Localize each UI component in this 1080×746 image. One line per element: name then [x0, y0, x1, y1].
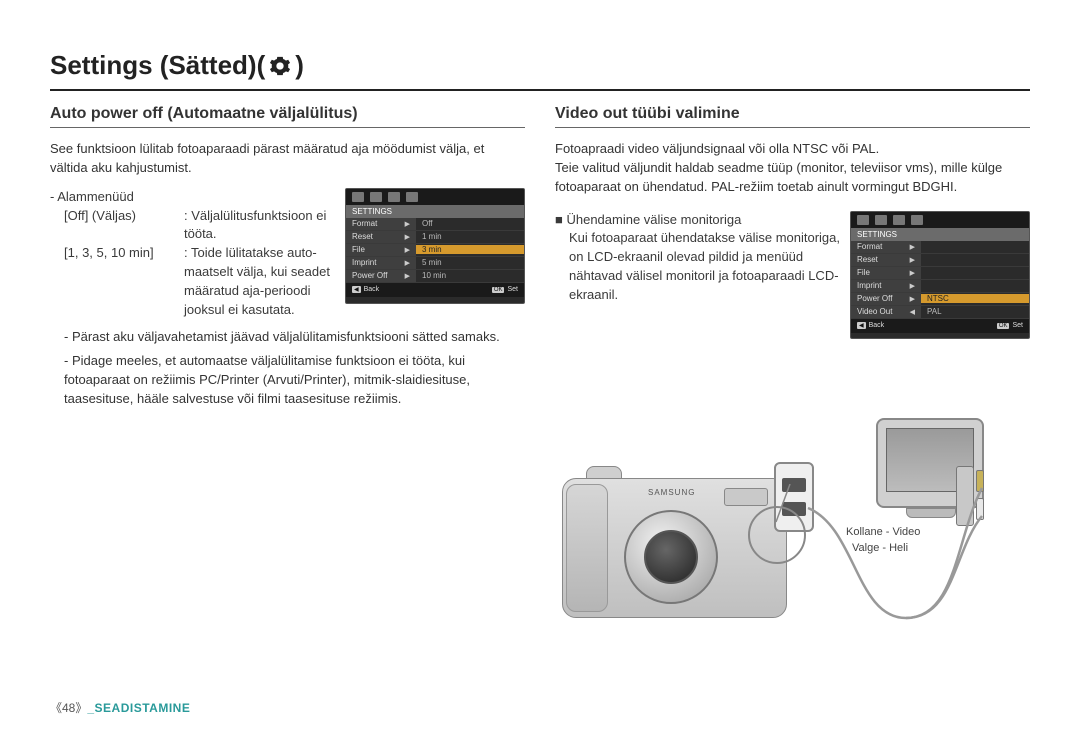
right-intro1: Fotoapraadi video väljundsignaal või oll…: [555, 140, 1030, 159]
menu-header: SETTINGS: [851, 228, 1029, 241]
bullet-body: Kui fotoaparaat ühendatakse välise monit…: [555, 229, 840, 304]
lcd-menu-videoout: SETTINGS Format▶ Reset▶ File▶ Imprint▶ P…: [850, 211, 1030, 339]
lcd-menu-poweroff: SETTINGS Format▶Off Reset▶1 min File▶3 m…: [345, 188, 525, 304]
right-detail-row: ■ Ühendamine välise monitoriga Kui fotoa…: [555, 211, 1030, 339]
connection-diagram: SAMSUNG Kollane - Video Valge - Heli: [556, 418, 1056, 643]
content-columns: Auto power off (Automaatne väljalülitus)…: [50, 105, 1030, 409]
right-bullet: ■ Ühendamine välise monitoriga Kui fotoa…: [555, 211, 840, 339]
right-column: Video out tüübi valimine Fotoapraadi vid…: [555, 105, 1030, 409]
cam-icon: [352, 192, 364, 202]
right-heading: Video out tüübi valimine: [555, 105, 1030, 128]
menu-header: SETTINGS: [346, 205, 524, 218]
footer-section: _SEADISTAMINE: [87, 701, 190, 715]
left-note1: - Pärast aku väljavahetamist jäävad välj…: [50, 328, 525, 347]
callout-line-icon: [764, 484, 824, 524]
right-intro2: Teie valitud väljundit haldab seadme tüü…: [555, 159, 1030, 197]
title-text-a: Settings (Sätted)(: [50, 50, 265, 81]
time-val: : Toide lülitatakse auto-maatselt välja,…: [184, 244, 337, 319]
settings-icon: [406, 192, 418, 202]
annot-white: Valge - Heli: [852, 542, 908, 554]
sound-icon: [370, 192, 382, 202]
page-title: Settings (Sätted)( ): [50, 50, 1030, 91]
submenus-label: - Alammenüüd: [50, 188, 337, 207]
display-icon: [893, 215, 905, 225]
left-detail-row: - Alammenüüd [Off] (Väljas) : Väljalülit…: [50, 188, 525, 320]
square-bullet-icon: ■: [555, 212, 566, 227]
sound-icon: [875, 215, 887, 225]
bullet-label: Ühendamine välise monitoriga: [566, 212, 741, 227]
off-val: : Väljalülitusfunktsioon ei tööta.: [184, 207, 337, 245]
cam-icon: [857, 215, 869, 225]
time-key: [1, 3, 5, 10 min]: [64, 244, 184, 319]
left-intro: See funktsioon lülitab fotoaparaadi pära…: [50, 140, 525, 178]
display-icon: [388, 192, 400, 202]
left-column: Auto power off (Automaatne väljalülitus)…: [50, 105, 525, 409]
settings-icon: [911, 215, 923, 225]
page-number: 《48》: [50, 701, 87, 715]
left-submenus: - Alammenüüd [Off] (Väljas) : Väljalülit…: [50, 188, 337, 320]
left-heading: Auto power off (Automaatne väljalülitus): [50, 105, 525, 128]
page-footer: 《48》_SEADISTAMINE: [50, 699, 190, 716]
off-key: [Off] (Väljas): [64, 207, 184, 245]
annot-yellow: Kollane - Video: [846, 526, 920, 538]
left-note2: - Pidage meeles, et automaatse väljalüli…: [50, 352, 525, 409]
title-text-b: ): [295, 50, 304, 81]
gear-icon: [269, 55, 291, 77]
cable-icon: [556, 418, 1056, 643]
